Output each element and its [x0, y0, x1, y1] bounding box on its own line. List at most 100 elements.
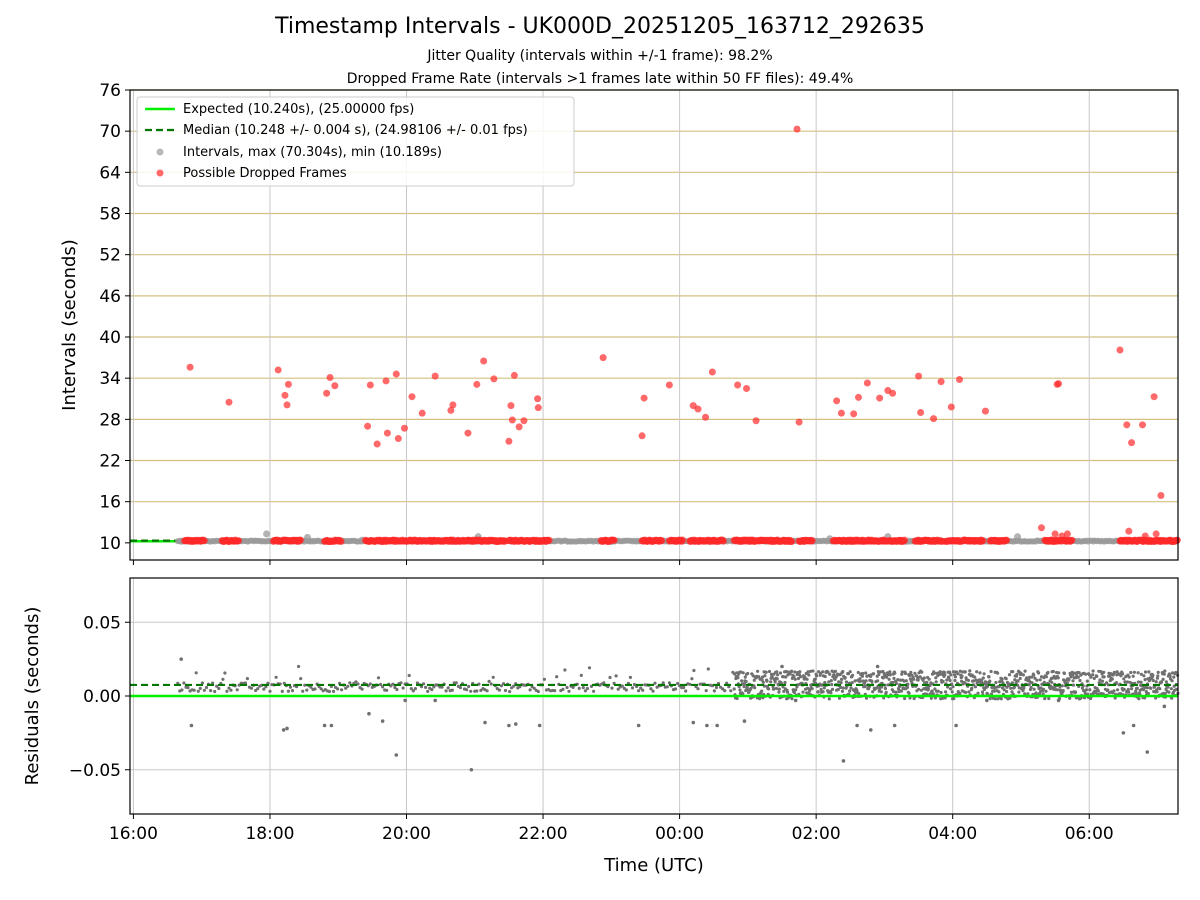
residual-point	[1010, 690, 1014, 694]
dropped-frame-point	[788, 538, 796, 545]
residual-point	[853, 679, 857, 683]
residual-point	[628, 675, 633, 680]
residual-point	[763, 674, 767, 678]
dropped-frame-point	[225, 398, 233, 406]
residual-point	[227, 686, 231, 690]
residual-point	[953, 678, 957, 683]
residual-point	[950, 690, 954, 694]
interval-point	[263, 530, 271, 538]
residual-point	[243, 681, 247, 685]
dropped-frame-point	[274, 366, 282, 374]
residual-point	[780, 664, 784, 669]
residual-point	[186, 686, 190, 690]
residual-point	[630, 686, 635, 690]
residual-point	[1159, 680, 1164, 684]
residual-point	[691, 720, 696, 725]
residual-point	[740, 679, 744, 683]
residual-point	[673, 687, 678, 691]
residual-point	[882, 671, 886, 676]
residual-point	[994, 680, 998, 685]
residual-point	[736, 676, 740, 680]
dropped-frame-point	[808, 537, 816, 544]
dropped-frame-point	[326, 373, 334, 381]
residual-point	[970, 686, 974, 690]
residual-point	[742, 685, 746, 689]
dropped-frame-point	[545, 536, 553, 544]
residual-point	[583, 689, 588, 693]
residual-point	[954, 723, 958, 728]
dropped-frame-point	[1063, 530, 1071, 538]
dropped-frame-point	[383, 429, 391, 437]
residual-point	[871, 690, 875, 694]
residual-point	[1021, 689, 1025, 693]
residual-point	[723, 689, 727, 693]
residual-point	[836, 687, 840, 692]
residual-point	[637, 689, 641, 693]
dropped-frame-point	[1125, 527, 1133, 535]
residual-point	[1089, 675, 1093, 679]
residual-point	[769, 680, 773, 684]
dropped-frame-point	[235, 537, 243, 545]
residual-point	[815, 674, 819, 678]
legend-dropped-marker	[156, 169, 164, 177]
residual-point	[899, 689, 904, 693]
residual-point	[563, 668, 567, 672]
dropped-frame-point	[296, 536, 304, 544]
residual-point	[1039, 675, 1044, 679]
interval-point	[1014, 533, 1022, 541]
time-x-tick-label: 04:00	[928, 824, 977, 844]
residual-point	[1158, 687, 1162, 691]
residual-point	[790, 669, 794, 673]
dropped-frame-point	[507, 402, 515, 410]
dropped-frame-point	[400, 424, 408, 432]
residual-point	[934, 676, 938, 680]
residual-point	[912, 677, 916, 681]
dropped-frame-point	[373, 440, 381, 448]
residual-point	[487, 679, 491, 684]
residual-point	[465, 688, 469, 692]
dropped-frame-point	[447, 406, 455, 414]
residual-point	[485, 689, 489, 693]
residual-point	[1041, 687, 1046, 692]
residual-point	[1096, 689, 1100, 693]
dropped-frame-point	[640, 394, 648, 402]
residual-point	[1078, 678, 1082, 683]
residual-point	[781, 675, 786, 679]
residual-point	[1122, 677, 1126, 681]
residual-point	[1013, 678, 1017, 682]
dropped-frame-point	[850, 410, 858, 418]
residual-point	[346, 684, 350, 688]
dropped-frame-point	[186, 363, 194, 371]
residual-point	[1110, 677, 1114, 681]
residual-point	[917, 687, 921, 691]
residual-point	[996, 671, 1000, 675]
dropped-frame-point	[1055, 380, 1063, 388]
residual-point	[799, 675, 803, 679]
residual-point	[857, 692, 861, 696]
dropped-frame-point	[876, 394, 884, 402]
residual-point	[399, 681, 403, 685]
dropped-frame-point	[200, 537, 208, 545]
dropped-frame-point	[331, 382, 339, 390]
residual-point	[1116, 688, 1120, 692]
dropped-frame-point	[795, 418, 803, 426]
residual-point	[1002, 688, 1006, 692]
residual-point	[767, 687, 771, 691]
residual-point	[1125, 680, 1130, 684]
time-x-tick-label: 02:00	[792, 824, 841, 844]
residual-point	[602, 681, 606, 685]
residual-point	[735, 696, 739, 701]
residual-point	[864, 679, 868, 683]
residual-point	[775, 670, 779, 674]
residual-point	[761, 680, 765, 684]
residual-point	[794, 688, 798, 692]
dropped-frame-point	[793, 125, 801, 133]
residual-point	[929, 696, 933, 700]
residual-point	[1127, 675, 1131, 679]
dropped-frame-point	[930, 415, 938, 423]
residual-point	[906, 682, 910, 686]
residual-point	[344, 686, 348, 690]
residual-point	[951, 685, 955, 689]
intervals-y-tick-label: 34	[99, 369, 121, 389]
